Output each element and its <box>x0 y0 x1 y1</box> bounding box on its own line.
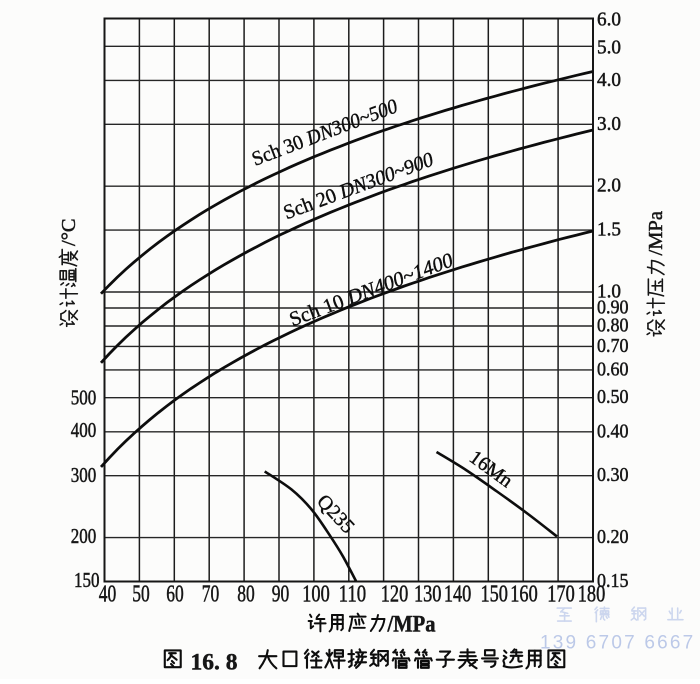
svg-text:50: 50 <box>132 582 150 608</box>
svg-text:4.0: 4.0 <box>597 69 621 91</box>
svg-text:0.30: 0.30 <box>597 464 629 486</box>
svg-text:3.0: 3.0 <box>597 113 621 135</box>
svg-text:0.60: 0.60 <box>597 358 629 380</box>
svg-text:1.0: 1.0 <box>597 281 621 303</box>
svg-text:200: 200 <box>71 524 97 548</box>
svg-text:300: 300 <box>71 463 97 487</box>
svg-text:40: 40 <box>99 582 117 608</box>
svg-text:16. 8: 16. 8 <box>191 650 238 676</box>
svg-text:1.5: 1.5 <box>597 219 621 241</box>
svg-text:150: 150 <box>74 568 100 592</box>
svg-text:500: 500 <box>71 385 97 409</box>
svg-text:0.20: 0.20 <box>597 526 629 548</box>
svg-text:5.0: 5.0 <box>597 36 621 58</box>
svg-text:/MPa: /MPa <box>387 612 436 637</box>
svg-text:139 6707 6667: 139 6707 6667 <box>540 633 695 654</box>
svg-text:0.50: 0.50 <box>597 386 629 408</box>
svg-text:6.0: 6.0 <box>597 9 621 31</box>
svg-text:2.0: 2.0 <box>597 175 621 197</box>
svg-text:0.40: 0.40 <box>597 420 629 442</box>
svg-text:110: 110 <box>339 582 367 608</box>
svg-text:180: 180 <box>578 582 606 608</box>
svg-text:120: 120 <box>381 582 409 608</box>
svg-text:90: 90 <box>272 582 290 608</box>
svg-text:0.90: 0.90 <box>597 297 629 319</box>
svg-text:170: 170 <box>547 582 575 608</box>
svg-text:150: 150 <box>480 582 508 608</box>
svg-text:100: 100 <box>302 582 330 608</box>
svg-text:70: 70 <box>202 582 220 608</box>
svg-text:400: 400 <box>71 418 97 442</box>
svg-text:/°C: /°C <box>58 218 80 246</box>
svg-text:0.70: 0.70 <box>597 335 629 357</box>
svg-text:80: 80 <box>237 582 255 608</box>
svg-text:130: 130 <box>414 582 442 608</box>
svg-text:0.80: 0.80 <box>597 315 629 337</box>
svg-text:0.15: 0.15 <box>597 570 629 592</box>
svg-text:160: 160 <box>510 582 538 608</box>
svg-text:/MPa: /MPa <box>645 211 667 255</box>
svg-text:60: 60 <box>166 582 184 608</box>
svg-text:140: 140 <box>444 582 472 608</box>
